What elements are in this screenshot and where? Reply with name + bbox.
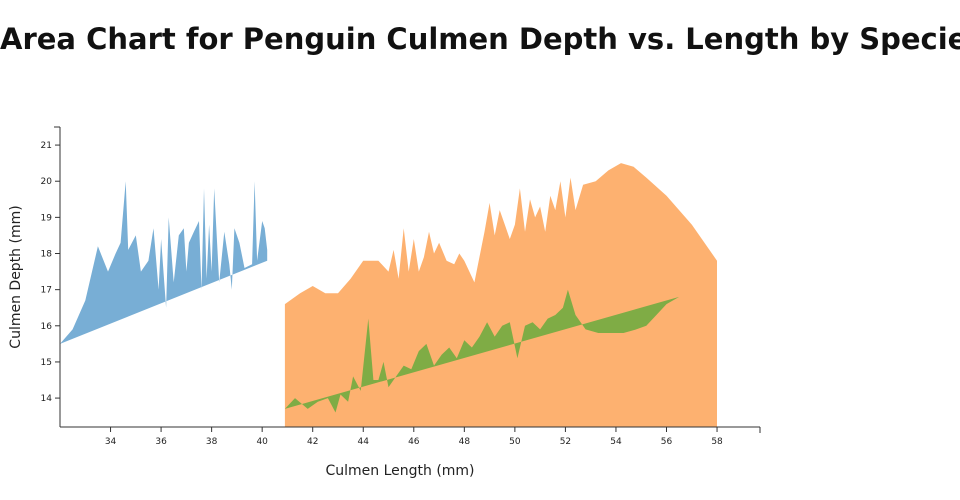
series-areas [60, 163, 717, 427]
y-tick-label: 15 [41, 358, 52, 368]
area-series-3 [284, 289, 680, 413]
x-tick-label: 54 [610, 437, 622, 447]
y-tick-label: 20 [41, 177, 53, 187]
x-tick-label: 50 [509, 437, 521, 447]
chart-title: Area Chart for Penguin Culmen Depth vs. … [0, 22, 960, 56]
y-ticks: 14 15 16 17 18 19 20 21 [41, 141, 60, 404]
x-tick-label: 46 [408, 437, 420, 447]
y-tick-label: 14 [41, 394, 53, 404]
x-tick-label: 56 [661, 437, 673, 447]
x-tick-label: 38 [206, 437, 218, 447]
x-tick-label: 42 [307, 437, 318, 447]
y-axis-title: Culmen Depth (mm) [8, 205, 24, 348]
area-series-2 [284, 163, 717, 427]
x-tick-label: 58 [711, 437, 723, 447]
x-tick-label: 40 [256, 437, 268, 447]
y-tick-label: 19 [41, 213, 53, 223]
x-ticks: 34 36 38 40 42 44 46 48 50 52 54 56 58 [105, 427, 723, 447]
axes [54, 126, 761, 433]
x-tick-label: 36 [155, 437, 167, 447]
x-tick-label: 52 [560, 437, 571, 447]
x-tick-label: 44 [358, 437, 370, 447]
x-tick-label: 34 [105, 437, 117, 447]
x-axis-title: Culmen Length (mm) [325, 463, 474, 479]
x-tick-label: 48 [459, 437, 471, 447]
y-tick-label: 16 [41, 322, 53, 332]
y-tick-label: 18 [41, 250, 53, 260]
y-tick-label: 21 [41, 141, 52, 151]
area-series-1 [60, 181, 268, 344]
y-tick-label: 17 [41, 286, 52, 296]
